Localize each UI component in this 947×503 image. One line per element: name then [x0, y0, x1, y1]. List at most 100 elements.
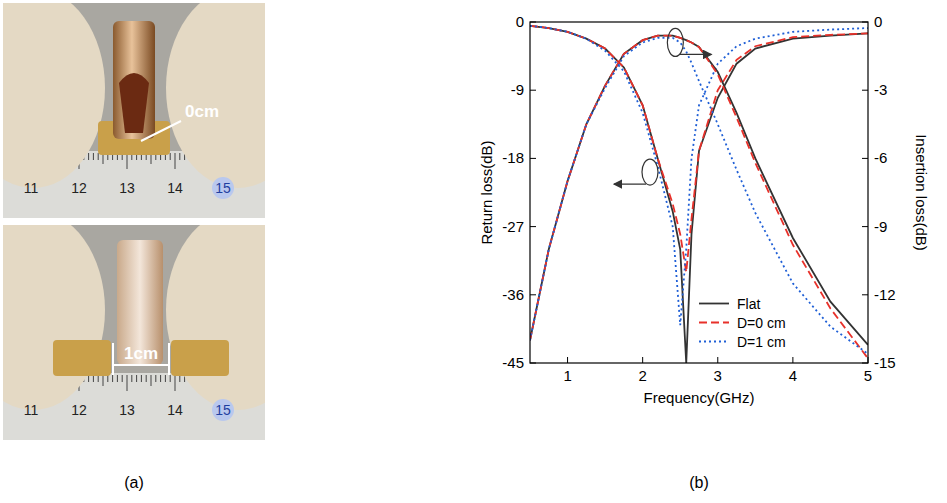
annotation-arrow	[614, 183, 646, 184]
ruler-label: 12	[71, 402, 87, 418]
ruler-badge	[212, 399, 234, 421]
ruler-label: 15	[215, 180, 231, 196]
legend-label: D=1 cm	[737, 334, 786, 350]
photo-annotation: 1cm	[124, 344, 158, 363]
ruler-tick	[98, 375, 99, 382]
rolled-filter	[117, 240, 163, 365]
photo-annotation: 0cm	[185, 102, 219, 121]
ruler-tick	[88, 375, 89, 382]
annotation-ellipse	[642, 159, 658, 185]
ruler-label: 13	[119, 180, 135, 196]
legend: Flat D=0 cm D=1 cm	[699, 296, 786, 350]
ruler-tick	[160, 375, 161, 382]
y2-tick	[862, 22, 868, 23]
ruler-tick	[131, 375, 132, 382]
y2-tick	[862, 90, 868, 91]
ruler-label: 14	[167, 180, 183, 196]
x-tick-label: 5	[864, 367, 872, 384]
ruler-label: 11	[24, 180, 39, 196]
ruler-label: 14	[167, 402, 183, 418]
series-line	[530, 26, 868, 363]
ruler-tick	[146, 375, 147, 382]
ruler-label: 11	[24, 402, 39, 418]
y-tick	[530, 22, 536, 23]
photo	[3, 225, 265, 440]
y-tick	[530, 294, 536, 295]
plot-data	[530, 26, 868, 363]
ruler-tick	[117, 375, 118, 382]
ruler-tick	[127, 375, 128, 391]
ruler-tick	[175, 153, 176, 169]
annotation-arrow	[679, 54, 711, 55]
annotation-ellipse	[667, 28, 683, 56]
glove-left	[3, 3, 105, 188]
ruler-label: 15	[215, 402, 231, 418]
legend-label: D=0 cm	[737, 315, 786, 331]
photo	[3, 3, 265, 218]
filter-pattern	[119, 73, 149, 133]
ruler-tick	[170, 375, 171, 382]
y2-tick-label: -9	[874, 218, 887, 235]
y2-tick	[862, 158, 868, 159]
ruler-badge	[212, 177, 234, 199]
feed-tab-right	[171, 340, 229, 376]
ruler-tick	[175, 375, 176, 391]
legend-label: Flat	[737, 296, 760, 312]
y-tick-label: 0	[516, 13, 524, 30]
y-tick-label: -18	[502, 149, 524, 166]
y2-tick	[862, 363, 868, 364]
panel-label: (a)	[124, 474, 144, 491]
x-tick-label: 1	[563, 367, 571, 384]
ruler-label: 13	[119, 402, 135, 418]
ruler-tick	[136, 375, 137, 382]
glove-right	[166, 225, 265, 410]
ruler-tick	[155, 375, 156, 382]
y-tick	[530, 363, 536, 364]
y2-tick-label: -3	[874, 81, 887, 98]
ruler-tick	[170, 153, 171, 160]
y-tick	[530, 226, 536, 227]
ruler-tick	[98, 153, 99, 160]
series-line	[530, 38, 868, 354]
annotation-bracket	[112, 343, 114, 375]
y2-tick-label: -6	[874, 149, 887, 166]
x-tick	[567, 357, 568, 363]
y-tick-label: -9	[511, 81, 524, 98]
annotation-arrow	[141, 121, 181, 141]
ruler-tick	[93, 375, 94, 382]
legend-swatch	[699, 341, 729, 343]
panel-label: (b)	[689, 474, 709, 491]
legend-swatch	[699, 322, 729, 324]
legend-swatch	[699, 303, 729, 305]
x-tick	[868, 357, 869, 363]
feed-tab-left	[53, 340, 111, 376]
x-tick	[717, 357, 718, 363]
ruler-tick	[88, 153, 89, 160]
x-tick	[642, 357, 643, 363]
y2-tick	[862, 294, 868, 295]
y2-tick	[862, 226, 868, 227]
x-axis-title: Frequency(GHz)	[644, 389, 755, 406]
x-tick-label: 2	[638, 367, 646, 384]
ruler-tick	[93, 153, 94, 160]
ruler-tick	[179, 153, 180, 160]
rolled-filter	[113, 21, 155, 139]
y2-tick-label: -15	[874, 354, 896, 371]
ruler-tick	[112, 375, 113, 382]
x-tick	[792, 357, 793, 363]
x-tick-label: 3	[714, 367, 722, 384]
x-tick-label: 4	[789, 367, 797, 384]
ruler-tick	[179, 375, 180, 382]
y-tick-label: -27	[502, 218, 524, 235]
figure: 11121314150cm11121314151cm(a)12345-45-36…	[0, 0, 947, 503]
ruler-tick	[103, 375, 104, 386]
glove-left	[3, 225, 105, 410]
series-line	[530, 26, 868, 272]
annotation-bracket	[113, 364, 169, 366]
ruler-tick	[127, 153, 128, 169]
ruler-tick	[107, 375, 108, 382]
y-axis-title: Return loss(dB)	[478, 140, 495, 244]
series-line	[530, 36, 868, 345]
glove-right	[166, 3, 265, 188]
ruler-tick	[122, 375, 123, 382]
